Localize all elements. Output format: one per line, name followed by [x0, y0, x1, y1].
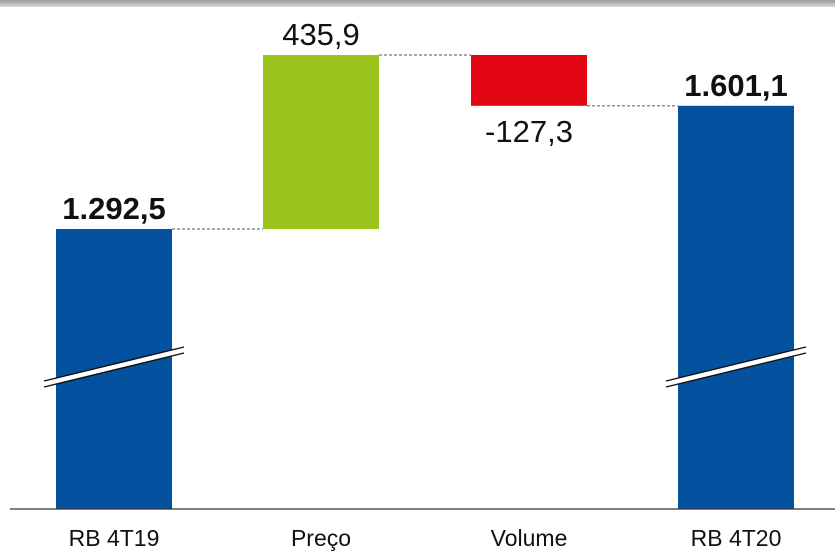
- bar-volume: [471, 55, 587, 106]
- axis-break-gap: [666, 347, 806, 387]
- axis-break-line: [43, 352, 185, 388]
- axis-break-line: [665, 352, 807, 388]
- value-label: -127,3: [485, 114, 573, 149]
- category-label: RB 4T20: [691, 525, 782, 551]
- value-label: 1.292,5: [62, 191, 165, 226]
- value-label: 1.601,1: [684, 68, 787, 103]
- category-label: RB 4T19: [69, 525, 160, 551]
- bar-pre-o: [263, 55, 379, 229]
- category-label: Volume: [491, 525, 568, 551]
- axis-break-line: [665, 346, 807, 382]
- axis-break-line: [43, 346, 185, 382]
- category-label: Preço: [291, 525, 351, 551]
- bar-rb-4t20: [678, 105, 794, 509]
- value-label: 435,9: [282, 17, 360, 52]
- axis-break-gap: [44, 347, 184, 387]
- top-rule: [0, 0, 835, 7]
